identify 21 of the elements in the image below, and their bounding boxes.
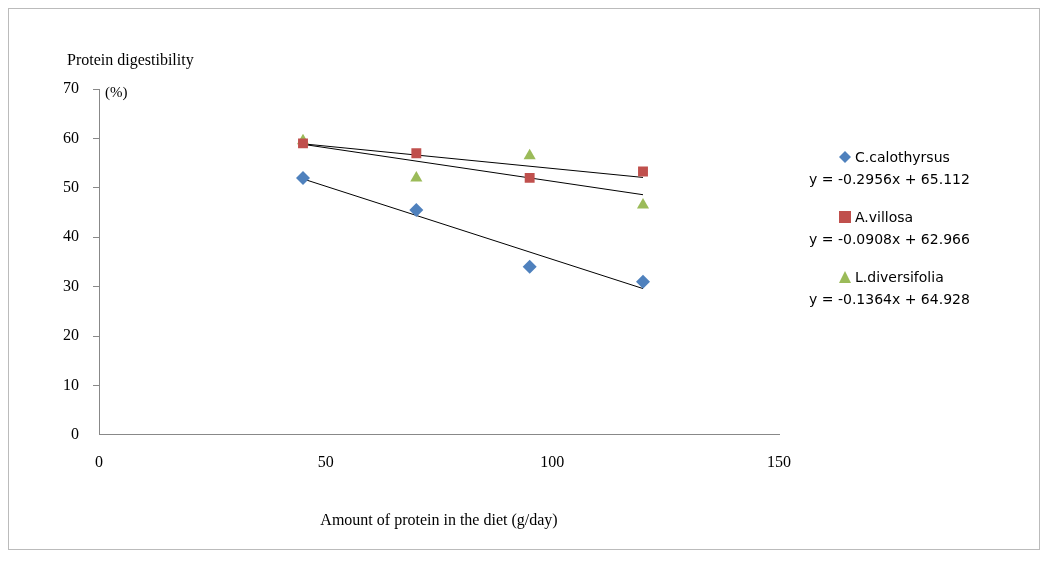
y-axis-title: Protein digestibility: [67, 51, 194, 70]
legend-label: C.calothyrsus: [855, 149, 950, 165]
text: y = -0.0908x + 62.966: [809, 231, 971, 247]
y-tick-label: 0: [71, 425, 79, 442]
y-tick-label: 50: [63, 178, 79, 195]
y-tick-label: 20: [63, 326, 79, 344]
text: y = -0.2956x + 65.112: [809, 171, 971, 187]
text: y = -0.1364x + 64.928: [809, 291, 971, 307]
x-tick-label: 100: [540, 453, 565, 470]
y-tick-label: 40: [63, 227, 79, 245]
y-tick-label: 70: [63, 79, 79, 97]
legend-label: A.villosa: [855, 209, 914, 225]
y-tick-label: 30: [63, 276, 79, 294]
y-tick-label: 10: [63, 375, 79, 393]
x-tick-label: 150: [767, 453, 791, 470]
x-tick-label: 0: [95, 453, 103, 470]
legend-label: L.diversifolia: [855, 269, 944, 285]
annotation: (%): [105, 83, 128, 101]
y-tick-label: 60: [63, 128, 79, 146]
x-axis-title: Amount of protein in the diet (g/day): [320, 510, 558, 529]
x-tick-label: 50: [317, 453, 334, 470]
